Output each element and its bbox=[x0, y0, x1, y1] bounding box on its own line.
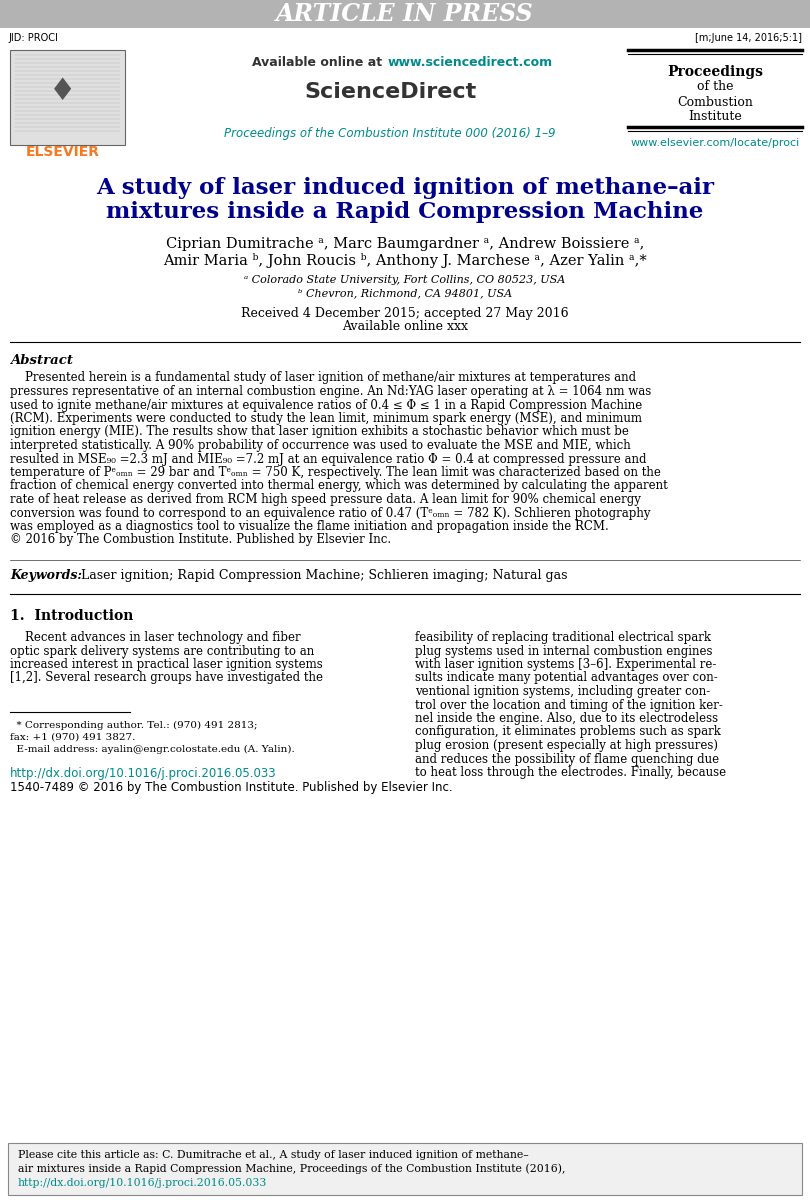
Text: ScienceDirect: ScienceDirect bbox=[304, 82, 476, 102]
Text: ᵇ Chevron, Richmond, CA 94801, USA: ᵇ Chevron, Richmond, CA 94801, USA bbox=[298, 288, 512, 298]
Text: feasibility of replacing traditional electrical spark: feasibility of replacing traditional ele… bbox=[415, 631, 711, 644]
Text: conversion was found to correspond to an equivalence ratio of 0.47 (Tᵉₒₘₙ = 782 : conversion was found to correspond to an… bbox=[10, 506, 650, 520]
Text: Abstract: Abstract bbox=[10, 354, 73, 366]
Text: Available online at: Available online at bbox=[253, 55, 387, 68]
Text: fax: +1 (970) 491 3827.: fax: +1 (970) 491 3827. bbox=[10, 733, 135, 742]
Text: Proceedings of the Combustion Institute 000 (2016) 1–9: Proceedings of the Combustion Institute … bbox=[224, 126, 556, 139]
Text: ELSEVIER: ELSEVIER bbox=[26, 145, 100, 158]
Text: Laser ignition; Rapid Compression Machine; Schlieren imaging; Natural gas: Laser ignition; Rapid Compression Machin… bbox=[73, 569, 568, 582]
Text: of the: of the bbox=[697, 80, 733, 94]
Text: nel inside the engine. Also, due to its electrodeless: nel inside the engine. Also, due to its … bbox=[415, 712, 718, 725]
Text: used to ignite methane/air mixtures at equivalence ratios of 0.4 ≤ Φ ≤ 1 in a Ra: used to ignite methane/air mixtures at e… bbox=[10, 398, 642, 412]
Text: interpreted statistically. A 90% probability of occurrence was used to evaluate : interpreted statistically. A 90% probabi… bbox=[10, 439, 631, 452]
Text: trol over the location and timing of the ignition ker-: trol over the location and timing of the… bbox=[415, 698, 723, 712]
Text: Amir Maria ᵇ, John Roucis ᵇ, Anthony J. Marchese ᵃ, Azer Yalin ᵃ,*: Amir Maria ᵇ, John Roucis ᵇ, Anthony J. … bbox=[163, 252, 647, 268]
Text: www.elsevier.com/locate/proci: www.elsevier.com/locate/proci bbox=[630, 138, 799, 148]
Text: with laser ignition systems [3–6]. Experimental re-: with laser ignition systems [3–6]. Exper… bbox=[415, 658, 716, 671]
Text: Available online xxx: Available online xxx bbox=[342, 320, 468, 334]
Text: Please cite this article as: C. Dumitrache et al., A study of laser induced igni: Please cite this article as: C. Dumitrac… bbox=[18, 1150, 529, 1160]
Text: pressures representative of an internal combustion engine. An Nd:YAG laser opera: pressures representative of an internal … bbox=[10, 385, 651, 398]
Text: mixtures inside a Rapid Compression Machine: mixtures inside a Rapid Compression Mach… bbox=[106, 200, 704, 223]
Text: JID: PROCI: JID: PROCI bbox=[8, 32, 58, 43]
Text: ᵃ Colorado State University, Fort Collins, CO 80523, USA: ᵃ Colorado State University, Fort Collin… bbox=[245, 275, 565, 284]
Bar bbox=[10, 50, 125, 145]
Text: and reduces the possibility of flame quenching due: and reduces the possibility of flame que… bbox=[415, 752, 719, 766]
Text: increased interest in practical laser ignition systems: increased interest in practical laser ig… bbox=[10, 658, 322, 671]
Text: optic spark delivery systems are contributing to an: optic spark delivery systems are contrib… bbox=[10, 644, 314, 658]
Text: http://dx.doi.org/10.1016/j.proci.2016.05.033: http://dx.doi.org/10.1016/j.proci.2016.0… bbox=[18, 1178, 267, 1188]
Text: rate of heat release as derived from RCM high speed pressure data. A lean limit : rate of heat release as derived from RCM… bbox=[10, 493, 641, 506]
Text: ♦: ♦ bbox=[49, 78, 77, 107]
Text: sults indicate many potential advantages over con-: sults indicate many potential advantages… bbox=[415, 672, 718, 684]
Text: Proceedings: Proceedings bbox=[667, 65, 763, 79]
Text: Recent advances in laser technology and fiber: Recent advances in laser technology and … bbox=[10, 631, 301, 644]
Text: to heat loss through the electrodes. Finally, because: to heat loss through the electrodes. Fin… bbox=[415, 766, 726, 779]
Bar bbox=[0, 0, 810, 28]
Text: E-mail address: ayalin@engr.colostate.edu (A. Yalin).: E-mail address: ayalin@engr.colostate.ed… bbox=[10, 745, 295, 754]
Text: fraction of chemical energy converted into thermal energy, which was determined : fraction of chemical energy converted in… bbox=[10, 480, 667, 492]
Text: resulted in MSE₉₀ =2.3 mJ and MIE₉₀ =7.2 mJ at an equivalence ratio Φ = 0.4 at c: resulted in MSE₉₀ =2.3 mJ and MIE₉₀ =7.2… bbox=[10, 452, 646, 466]
Text: ARTICLE IN PRESS: ARTICLE IN PRESS bbox=[276, 2, 534, 26]
Text: plug erosion (present especially at high pressures): plug erosion (present especially at high… bbox=[415, 739, 718, 752]
Text: 1.  Introduction: 1. Introduction bbox=[10, 608, 134, 623]
Text: temperature of Pᵉₒₘₙ = 29 bar and Tᵉₒₘₙ = 750 K, respectively. The lean limit wa: temperature of Pᵉₒₘₙ = 29 bar and Tᵉₒₘₙ … bbox=[10, 466, 661, 479]
Text: [1,2]. Several research groups have investigated the: [1,2]. Several research groups have inve… bbox=[10, 672, 323, 684]
Text: http://dx.doi.org/10.1016/j.proci.2016.05.033: http://dx.doi.org/10.1016/j.proci.2016.0… bbox=[10, 767, 277, 780]
Text: © 2016 by The Combustion Institute. Published by Elsevier Inc.: © 2016 by The Combustion Institute. Publ… bbox=[10, 534, 391, 546]
Text: 1540-7489 © 2016 by The Combustion Institute. Published by Elsevier Inc.: 1540-7489 © 2016 by The Combustion Insti… bbox=[10, 781, 453, 794]
Text: Institute: Institute bbox=[688, 110, 742, 124]
Text: Presented herein is a fundamental study of laser ignition of methane/air mixture: Presented herein is a fundamental study … bbox=[10, 372, 636, 384]
Text: (RCM). Experiments were conducted to study the lean limit, minimum spark energy : (RCM). Experiments were conducted to stu… bbox=[10, 412, 642, 425]
Text: Ciprian Dumitrache ᵃ, Marc Baumgardner ᵃ, Andrew Boissiere ᵃ,: Ciprian Dumitrache ᵃ, Marc Baumgardner ᵃ… bbox=[166, 236, 644, 251]
Text: www.sciencedirect.com: www.sciencedirect.com bbox=[388, 55, 553, 68]
Text: was employed as a diagnostics tool to visualize the flame initiation and propaga: was employed as a diagnostics tool to vi… bbox=[10, 520, 609, 533]
Text: Received 4 December 2015; accepted 27 May 2016: Received 4 December 2015; accepted 27 Ma… bbox=[241, 306, 569, 319]
Text: ignition energy (MIE). The results show that laser ignition exhibits a stochasti: ignition energy (MIE). The results show … bbox=[10, 426, 629, 438]
Text: * Corresponding author. Tel.: (970) 491 2813;: * Corresponding author. Tel.: (970) 491 … bbox=[10, 721, 258, 730]
Text: A study of laser induced ignition of methane–air: A study of laser induced ignition of met… bbox=[96, 176, 714, 199]
Text: Combustion: Combustion bbox=[677, 96, 753, 108]
Text: [m;June 14, 2016;5:1]: [m;June 14, 2016;5:1] bbox=[695, 32, 802, 43]
Text: air mixtures inside a Rapid Compression Machine, Proceedings of the Combustion I: air mixtures inside a Rapid Compression … bbox=[18, 1164, 565, 1175]
Text: configuration, it eliminates problems such as spark: configuration, it eliminates problems su… bbox=[415, 726, 721, 738]
Bar bbox=[8, 1142, 802, 1195]
Text: ventional ignition systems, including greater con-: ventional ignition systems, including gr… bbox=[415, 685, 710, 698]
Text: plug systems used in internal combustion engines: plug systems used in internal combustion… bbox=[415, 644, 713, 658]
Text: Keywords:: Keywords: bbox=[10, 569, 82, 582]
